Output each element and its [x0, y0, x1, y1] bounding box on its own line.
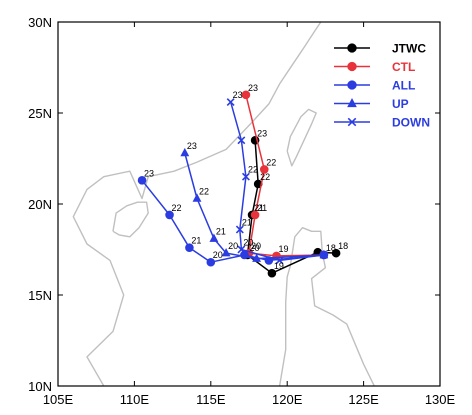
point-label-down-3: 21: [242, 217, 252, 227]
y-tick-label-0: 10N: [28, 379, 52, 394]
x-tick-label-5: 130E: [425, 392, 456, 407]
point-label-ctl-2: 20: [251, 241, 261, 251]
legend: JTWC CTL ALL UP DOWN: [334, 42, 430, 130]
legend-item-all: ALL: [334, 79, 415, 93]
track-point-ctl-5: [241, 90, 251, 100]
track-point-down-5: [237, 136, 246, 145]
track-point-jtwc-2: [267, 268, 277, 278]
point-label-jtwc-5: 22: [260, 172, 270, 182]
legend-label-up: UP: [392, 97, 409, 111]
coastline-0: [72, 22, 322, 386]
track-point-all-4: [185, 243, 194, 252]
point-label-jtwc-0: 18: [338, 241, 348, 251]
axis-layer: 105E 110E 115E 120E 125E 130E 10N 15N 20N 25N 30N: [28, 15, 455, 407]
x-tick-label-0: 105E: [43, 392, 74, 407]
y-tick-label-1: 15N: [28, 288, 52, 303]
track-point-up-1: [252, 253, 262, 262]
series-layer: [137, 90, 341, 278]
track-point-down-1: [275, 256, 284, 265]
point-label-up-5: 23: [187, 141, 197, 151]
track-point-up-3: [209, 233, 219, 242]
legend-label-ctl: CTL: [392, 60, 415, 74]
point-label-all-6: 23: [144, 168, 154, 178]
series-up: [180, 147, 329, 262]
track-line-ctl: [245, 94, 324, 257]
track-point-down-0: [319, 250, 328, 259]
point-label-ctl-4: 22: [266, 157, 276, 167]
track-point-down-6: [226, 98, 235, 107]
series-down: [226, 98, 328, 265]
track-point-up-5: [180, 147, 190, 157]
point-label-jtwc-3: 20: [249, 243, 259, 253]
point-label-ctl-1: 19: [279, 244, 289, 254]
track-point-jtwc-0: [331, 248, 341, 258]
x-tick-label-1: 110E: [120, 392, 150, 407]
legend-marker-jtwc: [347, 43, 357, 53]
legend-item-down: DOWN: [334, 116, 430, 130]
coastline-layer: [72, 22, 375, 386]
track-point-down-2: [237, 245, 246, 254]
legend-label-all: ALL: [392, 79, 415, 93]
point-label-down-4: 22: [248, 165, 258, 175]
track-line-up: [184, 152, 324, 260]
legend-marker-all: [347, 80, 357, 90]
point-label-down-2: 20: [243, 238, 253, 248]
track-point-all-6: [137, 176, 147, 185]
y-tick-label-4: 30N: [28, 15, 52, 30]
point-label-all-3: 20: [213, 250, 223, 260]
track-point-down-4: [241, 172, 250, 181]
coastline-1: [112, 201, 149, 238]
point-label-all-4: 21: [191, 236, 201, 246]
track-point-all-5: [165, 210, 174, 220]
x-tick-label-3: 120E: [272, 392, 303, 407]
track-point-down-3: [235, 225, 244, 234]
legend-item-up: UP: [334, 97, 409, 111]
x-tick-label-2: 115E: [196, 392, 226, 407]
legend-item-jtwc: JTWC: [334, 42, 426, 56]
point-label-ctl-3: 21: [257, 203, 267, 213]
legend-marker-up: [347, 98, 357, 108]
y-tick-label-3: 25N: [28, 106, 52, 121]
legend-marker-ctl: [347, 61, 357, 72]
legend-marker-down: [347, 117, 357, 127]
track-point-up-4: [192, 193, 202, 202]
point-label-layer: 1819202122231819202122232021222320212223…: [144, 83, 348, 271]
point-label-up-2: 20: [228, 241, 238, 251]
legend-item-ctl: CTL: [334, 60, 415, 74]
point-label-down-6: 23: [233, 90, 243, 100]
point-label-jtwc-6: 23: [257, 128, 267, 138]
legend-label-jtwc: JTWC: [392, 42, 426, 56]
point-label-jtwc-2: 19: [274, 261, 284, 271]
track-point-ctl-4: [259, 165, 269, 174]
y-tick-label-2: 20N: [28, 197, 52, 212]
x-tick-label-4: 125E: [348, 392, 379, 407]
point-label-up-4: 22: [199, 187, 209, 197]
legend-label-down: DOWN: [392, 116, 430, 130]
coastline-3: [278, 226, 375, 386]
point-label-all-5: 22: [172, 203, 182, 213]
point-label-jtwc-4: 21: [254, 203, 264, 213]
track-point-ctl-3: [250, 210, 260, 220]
coastline-2: [286, 108, 317, 167]
point-label-ctl-5: 23: [248, 83, 258, 93]
point-label-up-3: 21: [216, 227, 226, 237]
track-point-up-2: [221, 248, 231, 257]
track-point-all-3: [206, 257, 216, 267]
point-label-ctl-0: 18: [326, 243, 336, 253]
